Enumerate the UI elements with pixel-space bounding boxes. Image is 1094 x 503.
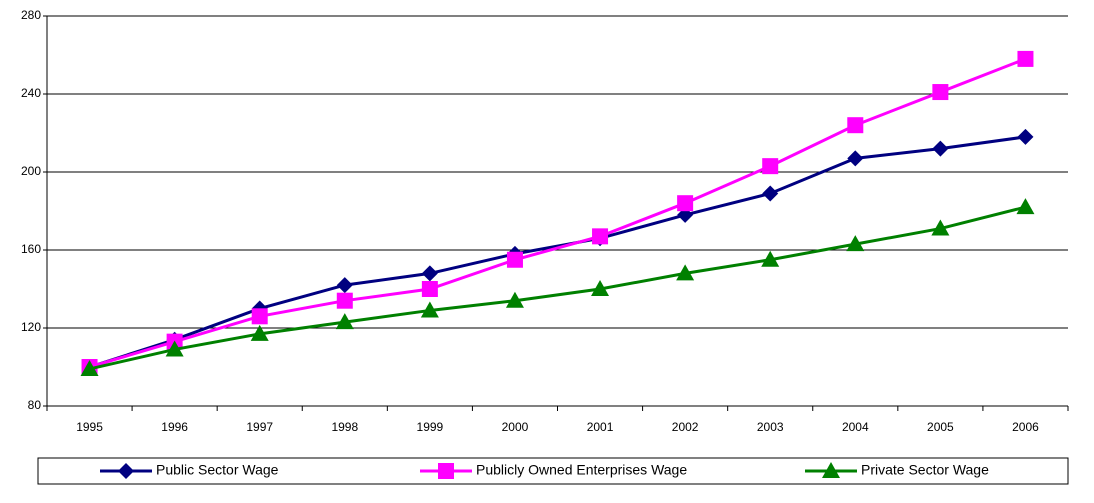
marker	[931, 219, 950, 236]
marker	[1017, 128, 1034, 145]
x-tick-label: 2005	[927, 420, 954, 434]
marker	[846, 235, 865, 252]
y-tick-label: 240	[21, 86, 41, 100]
marker	[762, 158, 779, 175]
marker	[677, 195, 694, 212]
x-tick-label: 1999	[417, 420, 444, 434]
marker	[1017, 50, 1034, 67]
marker	[80, 359, 99, 376]
y-tick-label: 160	[21, 242, 41, 256]
marker	[505, 291, 524, 308]
marker	[506, 251, 523, 268]
x-tick-label: 1996	[161, 420, 188, 434]
marker	[847, 150, 864, 167]
marker	[336, 292, 353, 309]
y-tick-label: 280	[21, 8, 41, 22]
y-tick-label: 120	[21, 320, 41, 334]
marker	[761, 250, 780, 267]
marker	[822, 462, 840, 478]
marker	[421, 281, 438, 297]
marker	[1016, 198, 1035, 215]
marker	[336, 277, 353, 294]
legend-box	[37, 457, 1069, 485]
marker	[420, 301, 439, 318]
marker	[438, 463, 454, 479]
marker	[118, 463, 134, 479]
marker	[251, 308, 268, 325]
marker	[932, 84, 949, 101]
x-tick-label: 2003	[757, 420, 784, 434]
marker	[165, 340, 184, 357]
x-tick-label: 2002	[672, 420, 699, 434]
y-tick-label: 80	[28, 398, 42, 412]
x-tick-label: 2006	[1012, 420, 1039, 434]
marker	[932, 140, 949, 157]
marker	[847, 117, 864, 134]
legend-text: Public Sector Wage	[156, 462, 279, 478]
marker	[335, 313, 354, 330]
marker	[591, 280, 610, 296]
y-tick-label: 200	[21, 164, 41, 178]
marker	[421, 265, 438, 282]
legend-text: Publicly Owned Enterprises Wage	[476, 462, 687, 478]
marker	[676, 264, 695, 281]
marker	[592, 228, 609, 245]
legend-text: Private Sector Wage	[861, 462, 989, 478]
x-tick-label: 1998	[331, 420, 358, 434]
x-tick-label: 1995	[76, 420, 103, 434]
series-line	[89, 57, 1027, 369]
series-line	[89, 205, 1026, 371]
series-line	[89, 135, 1026, 369]
marker	[250, 324, 269, 341]
x-tick-label: 2004	[842, 420, 869, 434]
x-tick-label: 1997	[246, 420, 273, 434]
marker	[762, 185, 779, 202]
x-tick-label: 2000	[502, 420, 529, 434]
x-tick-label: 2001	[587, 420, 614, 434]
